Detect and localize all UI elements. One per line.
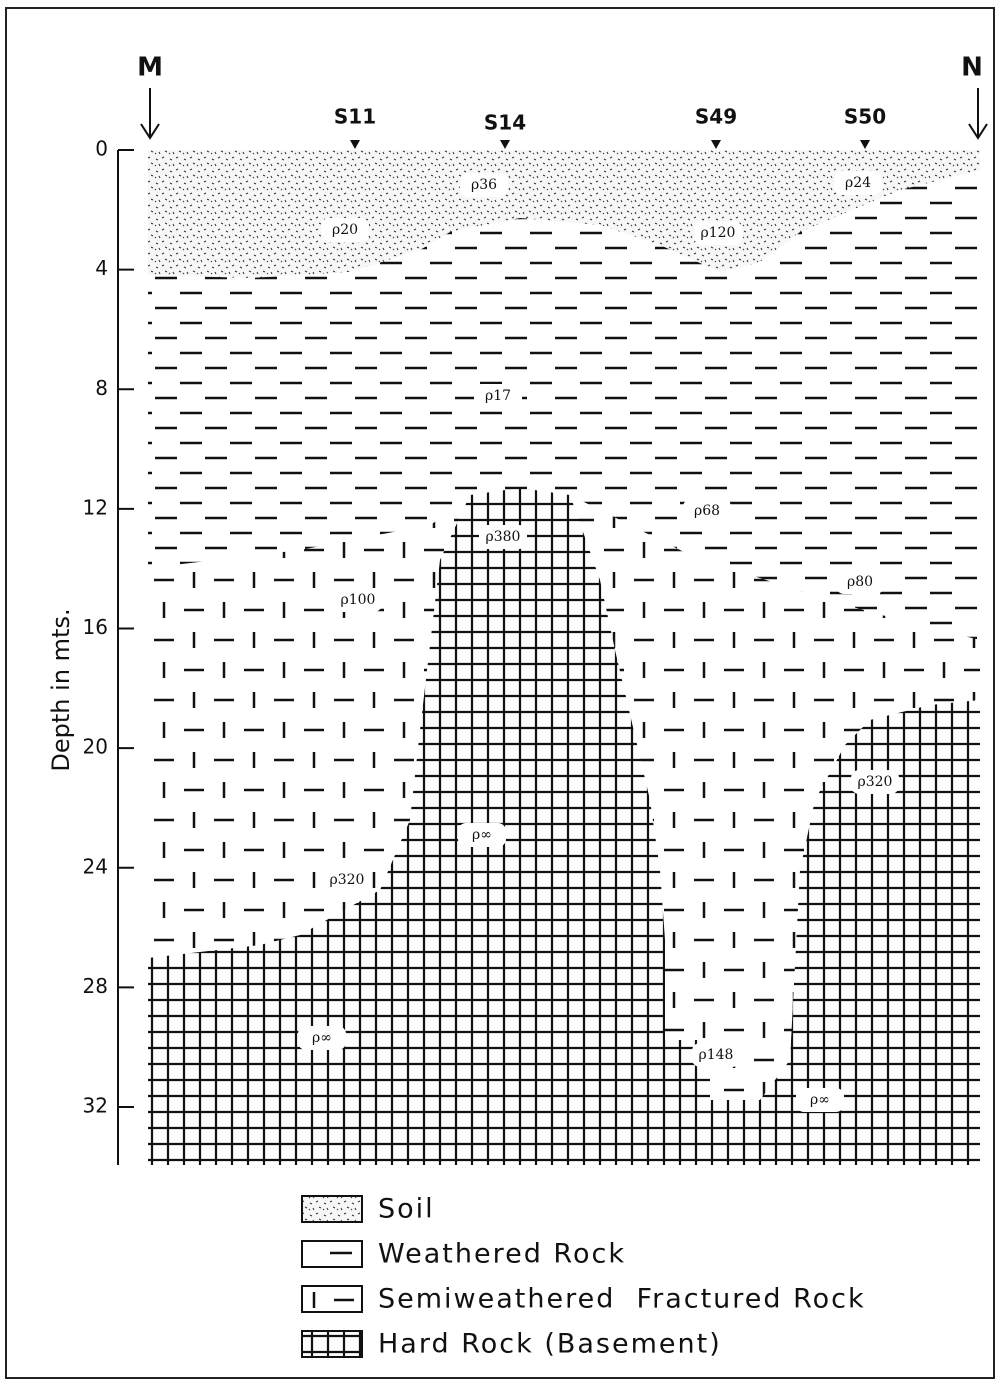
station-label: S11 <box>334 105 376 129</box>
resistivity-label: ρ∞ <box>472 827 492 843</box>
station-marker <box>500 140 510 149</box>
label-bg <box>298 1026 346 1050</box>
resistivity-label: ρ320 <box>330 872 365 888</box>
legend-label: Weathered Rock <box>378 1239 626 1270</box>
label-bg <box>321 218 369 242</box>
layers <box>148 150 980 1165</box>
label-bg <box>458 823 506 847</box>
resistivity-label: ρ68 <box>694 503 720 519</box>
tick-label: 16 <box>83 615 108 639</box>
station-marker <box>860 140 870 149</box>
resistivity-label: ρ320 <box>858 774 893 790</box>
label-bg <box>694 221 742 245</box>
profile-end: N <box>961 53 983 83</box>
resistivity-label: ρ380 <box>486 529 521 545</box>
label-bg <box>683 499 731 523</box>
station-label: S49 <box>695 105 737 129</box>
profile-arrows <box>140 88 988 140</box>
tick-label: 12 <box>83 495 108 519</box>
label-bg <box>692 1043 740 1067</box>
legend <box>301 1195 363 1358</box>
label-bg <box>479 525 527 549</box>
tick-label: 8 <box>95 376 108 400</box>
resistivity-label: ρ∞ <box>810 1092 830 1108</box>
resistivity-label: ρ17 <box>485 388 511 404</box>
axis-label: Depth in mts. <box>47 608 75 771</box>
profile-start: M <box>137 53 163 83</box>
resistivity-label: ρ120 <box>701 225 736 241</box>
resistivity-label: ρ36 <box>471 177 497 193</box>
label-bg <box>334 588 382 612</box>
station-label: S14 <box>484 111 526 135</box>
label-bg <box>474 384 522 408</box>
legend-label: Hard Rock (Basement) <box>378 1329 722 1360</box>
label-bg <box>323 868 371 892</box>
soil <box>148 150 980 278</box>
station-marker <box>711 140 721 149</box>
tick-label: 24 <box>83 854 108 878</box>
station-label: S50 <box>844 105 886 129</box>
label-bg <box>836 570 884 594</box>
legend-swatch <box>301 1195 363 1223</box>
label-bg <box>460 173 508 197</box>
tick-label: 20 <box>83 735 108 759</box>
legend-label: Semiweathered Fractured Rock <box>378 1284 866 1315</box>
legend-swatch <box>301 1240 363 1268</box>
legend-swatch <box>301 1330 363 1358</box>
tick-label: 4 <box>95 256 108 280</box>
tick-label: 0 <box>95 137 108 161</box>
resistivity-label: ρ24 <box>845 175 871 191</box>
hard-rock <box>148 488 980 1165</box>
label-bg <box>851 770 899 794</box>
resistivity-label: ρ100 <box>341 592 376 608</box>
frame <box>5 7 995 1379</box>
label-bg <box>834 171 882 195</box>
resistivity-label: ρ80 <box>847 574 873 590</box>
station-marker <box>350 140 360 149</box>
resistivity-label: ρ20 <box>332 222 358 238</box>
resistivity-label: ρ148 <box>699 1047 734 1063</box>
tick-label: 28 <box>83 974 108 998</box>
legend-swatch <box>301 1285 363 1313</box>
label-bg <box>796 1088 844 1112</box>
tick-label: 32 <box>83 1094 108 1118</box>
legend-label: Soil <box>378 1194 435 1225</box>
resistivity-label: ρ∞ <box>312 1030 332 1046</box>
